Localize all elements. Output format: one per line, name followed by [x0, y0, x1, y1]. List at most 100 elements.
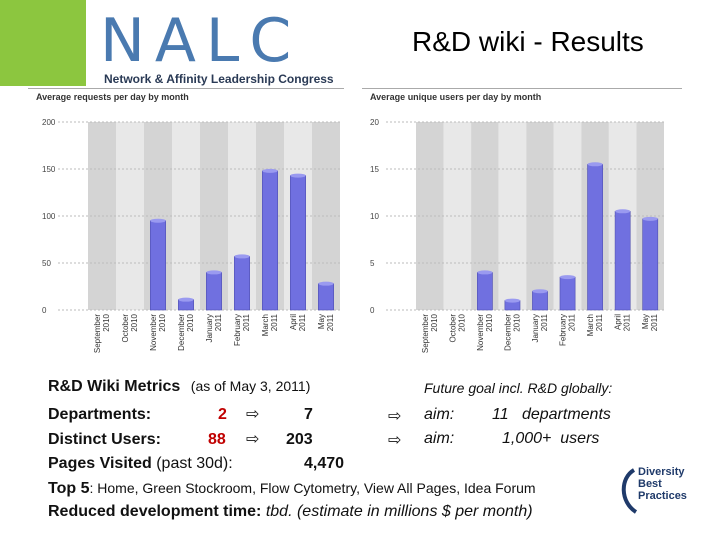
top5-text: : Home, Green Stockroom, Flow Cytometry,…	[89, 480, 536, 496]
top5-label: Top 5	[48, 480, 90, 497]
bar	[150, 220, 167, 311]
metrics-as-of: (as of May 3, 2011)	[190, 378, 311, 394]
top5-line: Top 5: Home, Green Stockroom, Flow Cytom…	[48, 480, 536, 498]
bar-cap	[559, 275, 576, 280]
x-tick-label: September2010	[93, 313, 111, 353]
x-tick-label: May2011	[641, 313, 659, 331]
x-tick-label: December2010	[503, 313, 521, 350]
bar-cap	[587, 162, 603, 167]
bar	[642, 218, 659, 311]
x-tick-label: April2011	[289, 313, 307, 331]
bar-cap	[150, 218, 166, 223]
bar-cap	[642, 216, 658, 221]
aim1-label: aim:	[424, 406, 455, 423]
bar-cap	[615, 209, 631, 214]
bar	[559, 276, 576, 311]
bar-cap	[504, 298, 521, 303]
arrow-icon: ⇨	[246, 406, 260, 423]
bar	[532, 290, 548, 311]
bar-cap	[318, 281, 334, 286]
bar-cap	[178, 297, 194, 302]
y-tick-label: 0	[42, 306, 47, 315]
bar-cap	[290, 173, 306, 178]
reduced-value: tbd. (estimate in millions $ per month)	[265, 503, 533, 520]
x-tick-label: November2010	[149, 313, 167, 350]
bar-cap	[532, 289, 548, 294]
departments-label: Departments:	[48, 406, 152, 423]
pages-line: Pages Visited (past 30d):	[48, 455, 233, 473]
pages-value: 4,470	[304, 455, 345, 472]
nalc-logo: NALC Network & Affinity Leadership Congr…	[0, 0, 352, 88]
bar-cap	[477, 270, 493, 275]
y-tick-label: 20	[370, 118, 379, 127]
diversity-best-practices-logo: Diversity Best Practices	[618, 462, 718, 522]
slide-title: R&D wiki - Results	[412, 26, 644, 57]
x-tick-label: December2010	[177, 313, 195, 350]
x-tick-label: January2011	[205, 313, 223, 342]
dbp-line1: Diversity	[638, 466, 685, 478]
bar	[477, 272, 493, 311]
requests-chart-svg: 0 50 100 150 200 September2010 October2010 Nove…	[42, 118, 340, 353]
x-tick-label: November2010	[476, 313, 494, 350]
bar	[289, 175, 306, 311]
arrow-icon: ⇨	[388, 408, 402, 425]
aim1-value: 11 departments	[492, 406, 611, 423]
y-tick-label: 50	[42, 259, 51, 268]
users-next: 203	[286, 431, 313, 448]
x-tick-label: September2010	[421, 313, 439, 353]
x-tick-label: October2010	[121, 313, 139, 342]
chart-title: Average requests per day by month	[36, 92, 189, 102]
arrow-icon: ⇨	[388, 432, 402, 449]
bar	[206, 272, 223, 311]
unique-users-chart: Average unique users per day by month 0 5…	[362, 88, 682, 370]
goals-heading: Future goal incl. R&D globally:	[424, 380, 613, 396]
x-tick-label: March2011	[586, 313, 604, 336]
dbp-line2: Best	[638, 478, 662, 490]
chart-title: Average unique users per day by month	[370, 92, 542, 102]
bar-cap	[206, 270, 222, 275]
chart-title-bar: Average unique users per day by month	[362, 88, 682, 107]
y-tick-label: 15	[370, 165, 379, 174]
bar	[234, 256, 251, 311]
reduced-label: Reduced development time:	[48, 503, 262, 520]
users-label: Distinct Users:	[48, 431, 161, 448]
pages-label: Pages Visited	[48, 455, 152, 472]
arrow-icon: ⇨	[246, 431, 260, 448]
x-tick-label: May2011	[317, 313, 335, 331]
departments-next: 7	[304, 406, 313, 423]
chart-title-bar: Average requests per day by month	[28, 88, 344, 107]
y-tick-label: 200	[42, 118, 56, 127]
bar	[262, 170, 279, 311]
users-now: 88	[208, 431, 226, 448]
aim2-value: 1,000+ users	[502, 430, 600, 447]
bar	[614, 211, 631, 311]
metrics-heading-line: R&D Wiki Metrics (as of May 3, 2011)	[48, 378, 310, 396]
bar-cap	[262, 168, 278, 173]
y-tick-label: 5	[370, 259, 375, 268]
x-tick-label: March2011	[261, 313, 279, 336]
bar	[587, 163, 603, 311]
departments-now: 2	[218, 406, 227, 423]
dbp-line3: Practices	[638, 490, 687, 502]
logo-green-block	[0, 0, 86, 86]
users-chart-svg: 0 5 10 15 20 September2010 October2010 November…	[370, 118, 664, 353]
logo-subtitle: Network & Affinity Leadership Congress	[104, 72, 334, 86]
pages-period: (past 30d):	[156, 455, 233, 472]
x-tick-label: October2010	[448, 313, 466, 342]
x-tick-label: April2011	[614, 313, 632, 331]
y-tick-label: 150	[42, 165, 56, 174]
y-tick-label: 100	[42, 212, 56, 221]
x-tick-label: February2011	[559, 313, 577, 346]
bar-cap	[234, 254, 250, 259]
logo-wordmark: NALC	[100, 6, 302, 76]
y-tick-label: 0	[370, 306, 375, 315]
reduced-line: Reduced development time: tbd. (estimate…	[48, 503, 533, 521]
bar	[317, 283, 334, 311]
requests-chart: Average requests per day by month 0 50 100…	[28, 88, 344, 370]
metrics-heading: R&D Wiki Metrics	[48, 378, 181, 395]
x-tick-label: January2011	[531, 313, 549, 342]
aim2-label: aim:	[424, 430, 455, 447]
x-tick-label: February2011	[233, 313, 251, 346]
y-tick-label: 10	[370, 212, 379, 221]
swoosh-icon	[621, 468, 638, 514]
